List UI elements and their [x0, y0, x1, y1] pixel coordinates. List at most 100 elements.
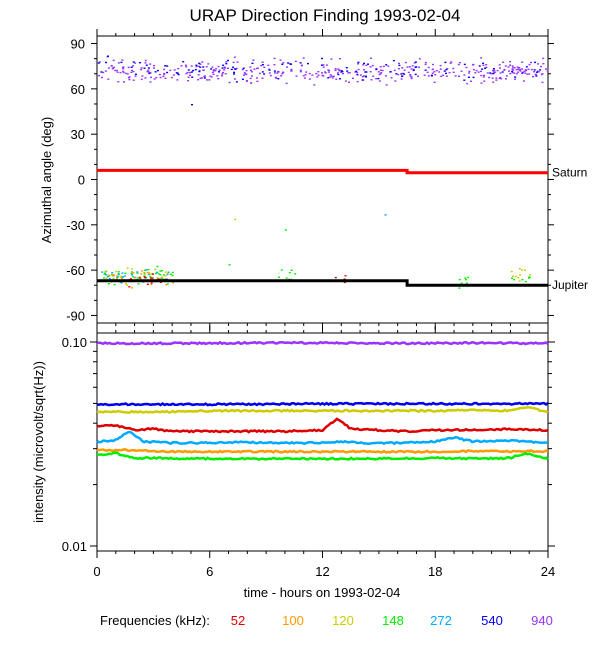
direction-y-ticks: -90 -60 -30 0 30 60 90 — [66, 37, 554, 323]
direction-point — [483, 74, 486, 77]
direction-point — [507, 66, 510, 68]
direction-point — [149, 277, 152, 279]
direction-point — [513, 72, 516, 74]
direction-point — [530, 61, 532, 64]
direction-point — [234, 68, 237, 70]
direction-point — [317, 74, 320, 76]
direction-point — [176, 72, 179, 74]
legend-item-100: 100 — [282, 613, 304, 628]
annotation-saturn: Saturn — [552, 166, 587, 180]
direction-point — [365, 75, 367, 77]
direction-point — [521, 68, 524, 70]
direction-point — [337, 72, 339, 74]
direction-point — [290, 269, 293, 271]
direction-point — [509, 61, 512, 63]
direction-point — [121, 276, 124, 278]
intensity-series-100 — [96, 448, 549, 454]
intensity-series-272 — [96, 430, 549, 446]
direction-point — [117, 62, 120, 64]
direction-point — [321, 74, 324, 77]
direction-point — [201, 77, 203, 79]
direction-point — [115, 69, 118, 72]
direction-point — [363, 75, 365, 77]
direction-point — [442, 74, 445, 76]
direction-point — [267, 64, 270, 66]
direction-point — [153, 64, 156, 67]
direction-point — [294, 273, 297, 275]
direction-point — [397, 68, 400, 70]
direction-point — [187, 76, 190, 78]
direction-point — [370, 79, 373, 81]
direction-point — [130, 278, 132, 280]
direction-point — [143, 273, 146, 275]
planet-line-saturn — [97, 168, 548, 175]
direction-point — [460, 282, 463, 284]
direction-point — [198, 70, 201, 73]
direction-point — [212, 70, 215, 72]
direction-point — [492, 68, 495, 70]
direction-point — [514, 78, 516, 80]
direction-point — [398, 62, 400, 65]
direction-point — [411, 65, 414, 67]
direction-point — [375, 68, 378, 71]
direction-point — [482, 64, 485, 66]
direction-point — [511, 68, 514, 70]
annotation-jupiter: Jupiter — [552, 278, 588, 292]
direction-point — [207, 63, 210, 65]
direction-point — [377, 77, 380, 80]
direction-point — [324, 71, 326, 73]
direction-point — [143, 276, 146, 278]
direction-point — [250, 71, 253, 73]
direction-panel: -90 -60 -30 0 30 60 90 Saturn Jupiter Azimuthal… — [39, 29, 588, 330]
direction-point — [346, 70, 349, 72]
direction-point — [409, 75, 412, 77]
direction-point — [367, 63, 369, 65]
y-tick-label: -90 — [66, 308, 85, 323]
direction-point — [352, 77, 354, 79]
direction-point — [250, 69, 252, 71]
direction-point — [523, 269, 526, 271]
direction-point — [133, 277, 136, 279]
direction-point — [150, 278, 153, 280]
direction-point — [537, 63, 540, 65]
direction-point — [212, 69, 215, 71]
direction-point — [445, 72, 447, 75]
direction-point — [401, 67, 404, 69]
direction-point — [397, 73, 400, 76]
direction-point — [472, 76, 475, 79]
direction-point — [335, 78, 338, 80]
direction-point — [136, 271, 139, 273]
direction-point — [512, 69, 515, 71]
direction-point — [517, 68, 520, 70]
direction-point — [407, 71, 410, 74]
direction-point — [511, 277, 513, 279]
direction-point — [210, 76, 213, 78]
direction-point — [144, 269, 147, 271]
direction-point — [255, 67, 258, 70]
direction-point — [515, 69, 518, 71]
direction-point — [107, 78, 110, 80]
direction-point — [117, 271, 120, 273]
direction-point — [162, 274, 165, 276]
direction-point — [202, 69, 205, 71]
direction-point — [218, 69, 221, 71]
direction-point — [417, 75, 419, 77]
direction-point — [491, 69, 494, 72]
direction-point — [221, 73, 224, 75]
direction-point — [167, 271, 170, 273]
direction-point — [169, 69, 172, 72]
direction-point — [378, 80, 381, 82]
direction-point — [282, 62, 285, 64]
direction-point — [221, 67, 224, 69]
direction-point — [140, 78, 143, 81]
direction-point — [120, 282, 123, 284]
direction-point — [344, 275, 347, 277]
direction-point — [119, 71, 122, 74]
direction-point — [199, 66, 202, 68]
direction-point — [466, 82, 469, 85]
direction-point — [427, 75, 430, 77]
direction-point — [465, 282, 468, 284]
direction-point — [232, 61, 235, 64]
direction-point — [471, 64, 474, 66]
legend-label: Frequencies (kHz): — [100, 613, 210, 628]
